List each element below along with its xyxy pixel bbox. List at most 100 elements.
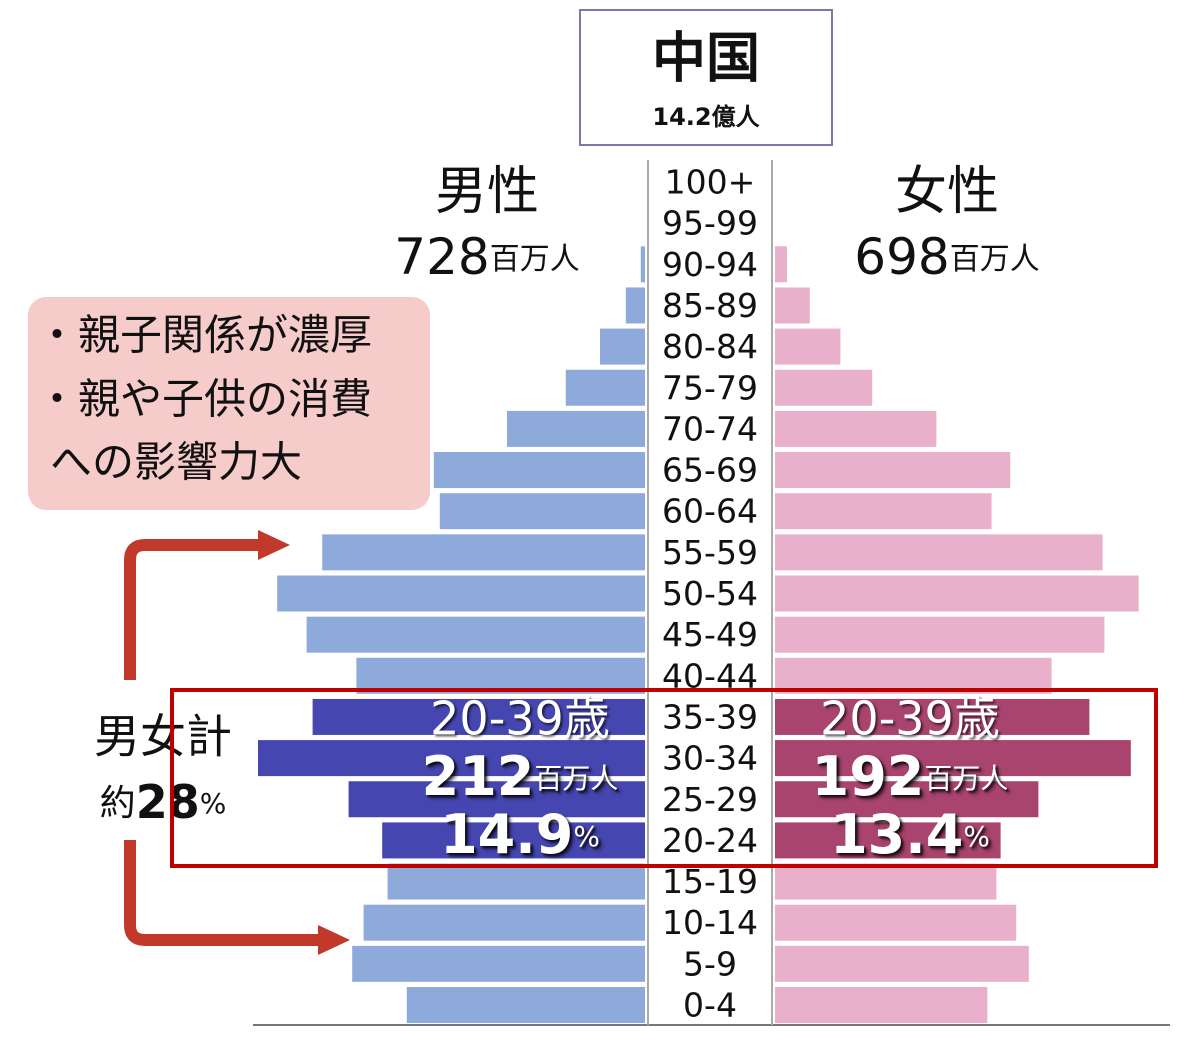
arrow	[124, 539, 262, 680]
category-label: 55-59	[662, 533, 758, 572]
bar	[775, 945, 1029, 982]
bar	[363, 904, 645, 941]
bar	[775, 410, 937, 447]
bar	[775, 987, 988, 1023]
bar	[348, 781, 645, 818]
legend-male: 男性	[435, 162, 539, 222]
title-box	[579, 9, 833, 146]
highlight-total: 192百万人	[812, 745, 1009, 808]
bars: 100+95-9990-9485-8980-8475-7970-7465-696…	[258, 163, 1139, 1025]
arrow	[124, 840, 322, 946]
combined-value: 28	[136, 775, 200, 829]
bar	[775, 369, 873, 406]
bar	[387, 863, 645, 900]
chart-title: 中国	[652, 27, 760, 90]
highlight-total: 212百万人	[422, 745, 619, 808]
highlight-share-value: 14.9	[440, 803, 573, 866]
category-label: 60-64	[662, 492, 758, 531]
category-label: 70-74	[662, 409, 758, 448]
female-total-unit: 百万人	[950, 242, 1040, 277]
bar	[775, 904, 1017, 941]
bar	[277, 575, 645, 612]
category-label: 75-79	[662, 368, 758, 407]
bar	[406, 987, 645, 1023]
highlight-share: 14.9%	[440, 803, 600, 866]
legend-female: 女性	[895, 162, 999, 222]
bar	[775, 287, 810, 324]
highlight-box	[170, 688, 1158, 868]
category-label: 30-34	[662, 739, 758, 778]
category-label: 20-24	[662, 821, 758, 860]
highlight-share-value: 13.4	[830, 803, 963, 866]
category-label: 90-94	[662, 245, 758, 284]
annotation-line: ・親子関係が濃厚	[36, 311, 372, 360]
category-label: 15-19	[662, 862, 758, 901]
bar	[322, 534, 645, 571]
male-total-unit: 百万人	[490, 242, 580, 277]
category-label: 35-39	[662, 697, 758, 736]
bar	[312, 698, 645, 735]
bar	[433, 452, 645, 489]
bar	[507, 410, 645, 447]
bar	[775, 657, 1052, 694]
chart-subtitle: 14.2億人	[652, 103, 759, 131]
bar	[775, 452, 1011, 489]
male-total-value: 728	[394, 228, 489, 286]
highlight-total-unit: 百万人	[534, 762, 618, 795]
bar	[352, 945, 645, 982]
bar	[625, 287, 645, 324]
category-label: 95-99	[662, 204, 758, 243]
bar	[640, 246, 645, 283]
arrow-head	[318, 925, 350, 955]
bar	[382, 822, 645, 859]
category-label: 85-89	[662, 286, 758, 325]
bar	[775, 534, 1103, 571]
bar	[565, 369, 645, 406]
arrow-head	[258, 530, 290, 560]
highlight-label: 20-39歳	[820, 692, 1000, 746]
combined-share: 約28%	[100, 775, 227, 829]
bar	[775, 822, 1001, 859]
category-label: 45-49	[662, 615, 758, 654]
highlight-share-unit: %	[573, 820, 600, 853]
highlight-label: 20-39歳	[430, 692, 610, 746]
bar	[356, 657, 645, 694]
category-label: 50-54	[662, 574, 758, 613]
highlight-share: 13.4%	[830, 803, 990, 866]
bar	[775, 781, 1039, 818]
bar	[258, 740, 645, 777]
combined-prefix: 約	[100, 783, 136, 824]
annotation-line: ・親や子供の消費	[36, 375, 372, 424]
bar	[439, 493, 645, 530]
highlight-total-value: 212	[422, 745, 535, 808]
bar	[306, 616, 645, 653]
annotation-box	[28, 297, 430, 510]
bar	[775, 740, 1131, 777]
category-label: 80-84	[662, 327, 758, 366]
category-label: 100+	[665, 163, 756, 202]
bar	[600, 328, 645, 365]
bar	[775, 493, 992, 530]
category-label: 10-14	[662, 903, 758, 942]
female-total: 698百万人	[854, 228, 1039, 286]
highlight-total-value: 192	[812, 745, 925, 808]
combined-unit: %	[200, 787, 227, 820]
category-label: 0-4	[683, 986, 737, 1025]
bar	[775, 616, 1105, 653]
highlight-total-unit: 百万人	[924, 762, 1008, 795]
female-total-value: 698	[854, 228, 949, 286]
bar	[775, 575, 1139, 612]
annotation-line: への影響力大	[50, 438, 302, 487]
bar	[775, 863, 997, 900]
category-label: 5-9	[683, 944, 737, 983]
bar	[775, 328, 841, 365]
category-label: 25-29	[662, 780, 758, 819]
bar	[775, 698, 1090, 735]
bar	[775, 246, 787, 283]
category-label: 65-69	[662, 451, 758, 490]
highlight-share-unit: %	[963, 820, 990, 853]
male-total: 728百万人	[394, 228, 579, 286]
